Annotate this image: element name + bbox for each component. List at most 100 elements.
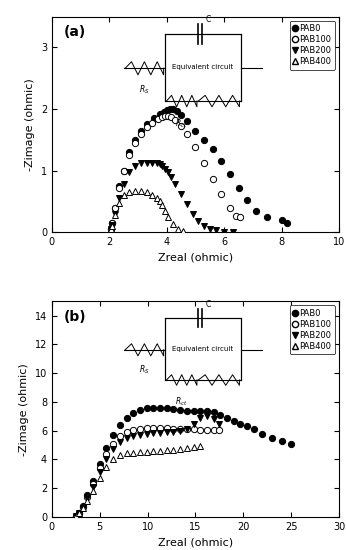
PAB0: [211, 146, 215, 152]
PAB400: [145, 189, 149, 195]
PAB400: [150, 192, 154, 199]
PAB0: [110, 219, 114, 226]
PAB100: [169, 114, 173, 120]
PAB400: [176, 226, 180, 233]
PAB200: [118, 439, 122, 446]
PAB0: [133, 136, 137, 143]
PAB100: [150, 119, 154, 126]
PAB0: [113, 204, 117, 211]
Text: C: C: [205, 15, 210, 24]
PAB200: [74, 512, 78, 519]
PAB200: [165, 429, 169, 436]
PAB0: [91, 478, 95, 485]
PAB0: [158, 404, 162, 411]
PAB400: [151, 448, 155, 454]
PAB0: [285, 219, 290, 226]
PAB200: [145, 431, 149, 437]
PAB200: [217, 420, 221, 427]
PAB100: [127, 152, 131, 158]
PAB200: [179, 191, 183, 197]
PAB400: [166, 213, 170, 220]
Line: PAB0: PAB0: [108, 106, 291, 232]
Bar: [165, 318, 241, 380]
PAB100: [109, 226, 113, 233]
PAB100: [219, 191, 224, 197]
PAB200: [139, 160, 143, 167]
PAB0: [131, 410, 135, 417]
PAB100: [118, 433, 122, 440]
PAB0: [104, 444, 109, 451]
PAB200: [76, 510, 81, 516]
PAB200: [151, 430, 155, 437]
PAB0: [139, 127, 143, 134]
Legend: PAB0, PAB100, PAB200, PAB400: PAB0, PAB100, PAB200, PAB400: [290, 21, 335, 70]
PAB0: [212, 409, 216, 415]
PAB200: [157, 161, 162, 168]
PAB100: [145, 124, 149, 131]
PAB0: [179, 112, 183, 118]
PAB0: [219, 158, 224, 164]
PAB400: [117, 199, 121, 206]
PAB0: [185, 407, 189, 414]
PAB400: [98, 475, 102, 481]
PAB100: [171, 425, 175, 432]
PAB200: [122, 181, 126, 188]
PAB200: [150, 160, 154, 166]
PAB0: [145, 121, 149, 128]
PAB400: [191, 444, 195, 450]
PAB400: [185, 445, 189, 452]
PAB200: [155, 160, 159, 167]
PAB100: [91, 481, 95, 487]
PAB200: [117, 195, 121, 202]
PAB100: [158, 425, 162, 431]
PAB100: [117, 185, 121, 191]
Y-axis label: -Zimage (ohmic): -Zimage (ohmic): [19, 363, 29, 455]
Legend: PAB0, PAB100, PAB200, PAB400: PAB0, PAB100, PAB200, PAB400: [290, 305, 335, 354]
PAB0: [261, 430, 265, 437]
PAB200: [109, 226, 113, 233]
PAB200: [205, 413, 209, 420]
PAB100: [110, 219, 114, 226]
PAB200: [173, 181, 177, 188]
Y-axis label: -Zimage (ohmic): -Zimage (ohmic): [25, 78, 35, 170]
Text: (b): (b): [63, 310, 86, 324]
PAB400: [109, 226, 113, 233]
PAB100: [205, 426, 209, 433]
PAB0: [198, 407, 202, 414]
PAB200: [127, 169, 131, 176]
PAB0: [157, 111, 162, 117]
PAB100: [185, 426, 189, 432]
PAB0: [205, 408, 209, 415]
PAB0: [127, 149, 131, 156]
PAB0: [117, 183, 121, 189]
PAB100: [122, 167, 126, 174]
PAB400: [158, 448, 162, 454]
PAB0: [162, 109, 166, 116]
PAB100: [133, 140, 137, 146]
PAB100: [111, 441, 115, 447]
PAB200: [191, 211, 195, 217]
PAB100: [131, 427, 135, 433]
PAB100: [104, 450, 109, 457]
PAB200: [171, 429, 175, 436]
Line: PAB400: PAB400: [108, 188, 186, 234]
PAB200: [85, 495, 89, 502]
PAB200: [113, 211, 117, 217]
PAB0: [237, 185, 241, 191]
Line: PAB100: PAB100: [73, 425, 222, 519]
PAB200: [178, 428, 182, 435]
PAB100: [113, 204, 117, 211]
PAB100: [228, 204, 232, 211]
PAB0: [138, 406, 142, 413]
Line: PAB200: PAB200: [73, 413, 222, 519]
PAB0: [191, 407, 195, 414]
PAB200: [158, 430, 162, 436]
PAB400: [85, 498, 89, 504]
PAB400: [76, 510, 81, 516]
PAB100: [198, 426, 202, 433]
PAB400: [163, 207, 167, 214]
PAB200: [91, 483, 95, 490]
PAB400: [157, 198, 162, 205]
PAB200: [198, 415, 202, 421]
PAB200: [81, 504, 85, 511]
